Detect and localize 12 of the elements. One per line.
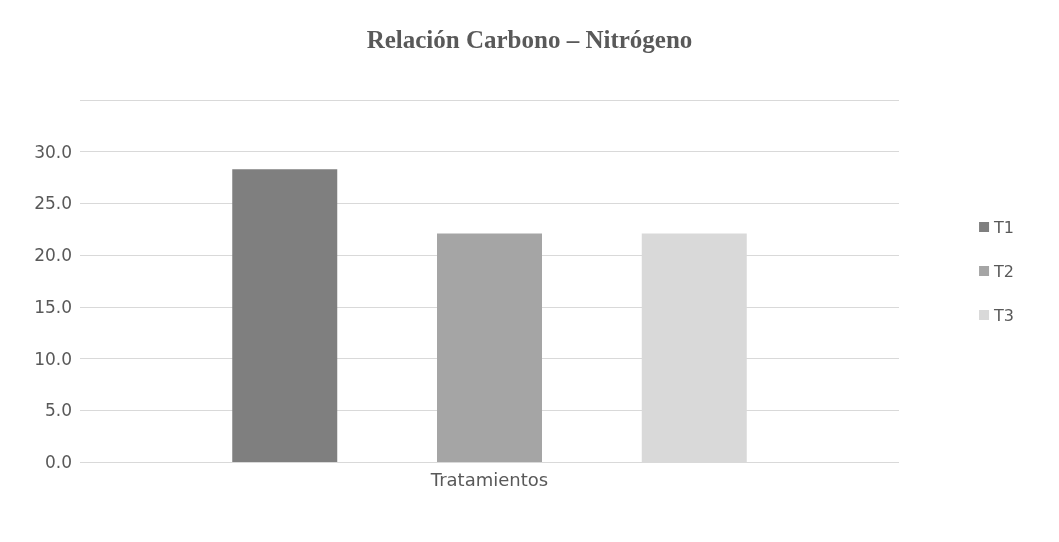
chart-title: Relación Carbono – Nitrógeno: [366, 26, 693, 53]
y-tick-label: 30.0: [34, 141, 72, 162]
y-tick-label: 20.0: [34, 245, 72, 266]
legend-label: T2: [993, 261, 1014, 281]
y-tick-label: 25.0: [34, 193, 72, 214]
legend-label: T1: [993, 217, 1014, 237]
y-tick-label: 5.0: [44, 400, 72, 421]
x-tick-label: Tratamientos: [429, 468, 549, 490]
y-tick-label: 0.0: [44, 452, 72, 472]
legend-label: T3: [993, 305, 1014, 325]
y-tick-label: 15.0: [34, 296, 72, 317]
y-tick-label: 10.0: [34, 348, 72, 369]
